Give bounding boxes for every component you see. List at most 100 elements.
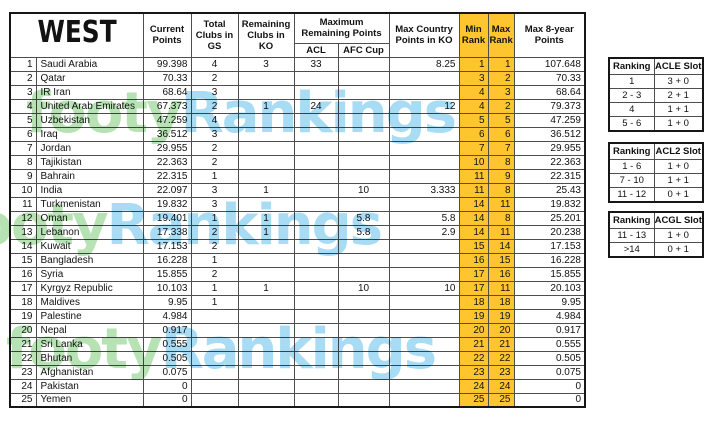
max-8yr-points-value: 29.955 — [513, 140, 586, 156]
max-country-points-ko-value — [388, 336, 460, 352]
table-row: 1 Saudi Arabia 99.398 4 3 33 8.25 1 1 107.648 — [9, 56, 586, 72]
afc-cup-points-value — [337, 252, 390, 268]
header-ranking: Ranking — [608, 57, 655, 75]
max-8yr-points-value: 107.648 — [513, 56, 586, 72]
current-points-value: 47.259 — [142, 112, 192, 128]
remaining-clubs-ko-value — [237, 196, 295, 212]
max-country-points-ko-value — [388, 154, 460, 170]
max-rank-value: 9 — [487, 168, 515, 184]
min-rank-value: 19 — [458, 308, 489, 324]
current-points-value: 16.228 — [142, 252, 192, 268]
total-clubs-gs-value: 3 — [190, 84, 239, 100]
acl-points-value — [293, 322, 339, 338]
country-name: Tajikistan — [35, 154, 144, 170]
max-rank-value: 11 — [487, 224, 515, 240]
acl-points-value — [293, 378, 339, 394]
slot-table-row: 11 - 13 1 + 0 — [608, 228, 704, 243]
afc-cup-points-value — [337, 84, 390, 100]
country-name: Nepal — [35, 322, 144, 338]
slot-count: 0 + 1 — [653, 242, 704, 258]
country-name: Syria — [35, 266, 144, 282]
afc-cup-points-value — [337, 56, 390, 72]
min-rank-value: 14 — [458, 224, 489, 240]
max-rank-value: 20 — [487, 322, 515, 338]
remaining-clubs-ko-value — [237, 238, 295, 254]
country-name: Saudi Arabia — [35, 56, 144, 72]
table-row: 24 Pakistan 0 24 24 0 — [9, 378, 586, 394]
total-clubs-gs-value — [190, 364, 239, 380]
current-points-value: 67.373 — [142, 98, 192, 114]
row-number: 17 — [9, 280, 37, 296]
max-country-points-ko-value — [388, 322, 460, 338]
max-rank-value: 11 — [487, 280, 515, 296]
total-clubs-gs-value — [190, 378, 239, 394]
max-country-points-ko-value — [388, 168, 460, 184]
acl-points-value — [293, 392, 339, 408]
current-points-value: 0.555 — [142, 336, 192, 352]
max-rank-value: 22 — [487, 350, 515, 366]
country-name: Oman — [35, 210, 144, 226]
max-rank-value: 8 — [487, 210, 515, 226]
remaining-clubs-ko-value: 3 — [237, 56, 295, 72]
current-points-value: 0.075 — [142, 364, 192, 380]
max-8yr-points-value: 16.228 — [513, 252, 586, 268]
max-8yr-points-value: 0.917 — [513, 322, 586, 338]
acl-points-value — [293, 154, 339, 170]
min-rank-value: 1 — [458, 56, 489, 72]
remaining-clubs-ko-value — [237, 308, 295, 324]
remaining-clubs-ko-value — [237, 336, 295, 352]
table-row: 21 Sri Lanka 0.555 21 21 0.555 — [9, 336, 586, 352]
min-rank-value: 10 — [458, 154, 489, 170]
country-name: Palestine — [35, 308, 144, 324]
ranking-range: >14 — [608, 242, 655, 258]
max-rank-value: 23 — [487, 364, 515, 380]
header-acl2-slot: ACL2 Slot — [653, 142, 704, 160]
country-name: Lebanon — [35, 224, 144, 240]
acl-points-value — [293, 364, 339, 380]
row-number: 4 — [9, 98, 37, 114]
max-rank-value: 5 — [487, 112, 515, 128]
slot-table-body: 11 - 13 1 + 0 >14 0 + 1 — [608, 228, 704, 258]
remaining-clubs-ko-value — [237, 126, 295, 142]
afc-cup-points-value: 10 — [337, 182, 390, 198]
max-rank-value: 1 — [487, 56, 515, 72]
acl-points-value — [293, 196, 339, 212]
total-clubs-gs-value: 2 — [190, 154, 239, 170]
max-8yr-points-value: 9.95 — [513, 294, 586, 310]
max-8yr-points-value: 19.832 — [513, 196, 586, 212]
remaining-clubs-ko-value: 1 — [237, 98, 295, 114]
min-rank-value: 18 — [458, 294, 489, 310]
acl-points-value — [293, 140, 339, 156]
total-clubs-gs-value: 4 — [190, 112, 239, 128]
max-rank-value: 21 — [487, 336, 515, 352]
max-8yr-points-value: 22.315 — [513, 168, 586, 184]
total-clubs-gs-value: 1 — [190, 280, 239, 296]
max-country-points-ko-value — [388, 294, 460, 310]
country-name: Yemen — [35, 392, 144, 408]
header-acgl-slot: ACGL Slot — [653, 211, 704, 229]
max-rank-value: 8 — [487, 182, 515, 198]
current-points-value: 15.855 — [142, 266, 192, 282]
slot-count: 1 + 0 — [653, 159, 704, 174]
max-rank-value: 25 — [487, 392, 515, 408]
row-number: 24 — [9, 378, 37, 394]
max-8yr-points-value: 0 — [513, 392, 586, 408]
max-8yr-points-value: 20.103 — [513, 280, 586, 296]
max-rank-value: 18 — [487, 294, 515, 310]
min-rank-value: 5 — [458, 112, 489, 128]
header-total-clubs-gs: Total Clubs in GS — [190, 12, 239, 58]
country-name: Afghanistan — [35, 364, 144, 380]
remaining-clubs-ko-value — [237, 112, 295, 128]
acl-points-value — [293, 168, 339, 184]
acl-points-value: 33 — [293, 56, 339, 72]
max-country-points-ko-value — [388, 238, 460, 254]
region-title: WEST — [37, 14, 117, 50]
afc-cup-points-value — [337, 112, 390, 128]
total-clubs-gs-value: 2 — [190, 266, 239, 282]
table-row: 3 IR Iran 68.64 3 4 3 68.64 — [9, 84, 586, 100]
remaining-clubs-ko-value — [237, 168, 295, 184]
current-points-value: 0.505 — [142, 350, 192, 366]
max-rank-value: 7 — [487, 140, 515, 156]
